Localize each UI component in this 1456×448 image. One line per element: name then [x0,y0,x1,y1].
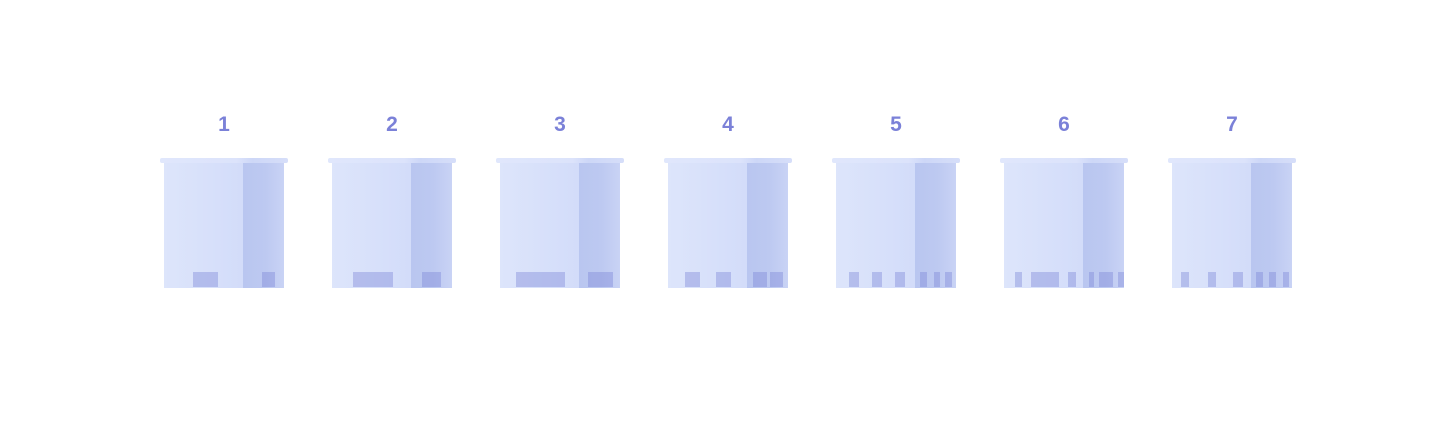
cup-stick-mark [588,272,613,287]
cup-rim [160,158,288,163]
cup-stick-mark [849,272,859,287]
cup-stick-mark [353,272,393,287]
cup-rim [1168,158,1296,163]
cup-group-2: 2 [328,112,456,288]
cup-group-1: 1 [160,112,288,288]
cup-stick-mark [422,272,441,287]
cup-stick-mark [920,272,927,287]
cup-stick-mark [1031,272,1059,287]
cup-rim [664,158,792,163]
cup-stick-mark [1099,272,1113,287]
cup-icon[interactable] [1172,163,1292,288]
cup-stick-mark [1269,272,1276,287]
cup-stick-mark [872,272,882,287]
cup-icon[interactable] [164,163,284,288]
cup-stick-mark [716,272,731,287]
cup-rim [832,158,960,163]
cup-number-label: 6 [1058,113,1070,136]
cup-stick-mark [685,272,700,287]
cup-shading-stripe [747,163,788,288]
cup-number-label: 2 [386,113,398,136]
cup-shading-stripe [411,163,452,288]
cup-icon[interactable] [836,163,956,288]
cup-icon[interactable] [332,163,452,288]
cup-stick-mark [945,272,952,287]
cup-stick-mark [516,272,565,287]
cup-group-7: 7 [1168,112,1296,288]
cup-number-label: 3 [554,113,566,136]
cup-stick-mark [1208,272,1216,287]
cup-stick-mark [1118,272,1124,287]
cup-stick-mark [770,272,783,287]
cup-number-label: 1 [218,113,230,136]
cup-shading-stripe [243,163,284,288]
cup-stick-mark [1256,272,1263,287]
cup-group-3: 3 [496,112,624,288]
cup-stick-mark [1015,272,1022,287]
cup-stick-mark [1233,272,1243,287]
cup-stick-mark [895,272,905,287]
cup-number-label: 4 [722,113,734,136]
cup-icon[interactable] [1004,163,1124,288]
cup-shading-stripe [1083,163,1124,288]
cup-stick-mark [1089,272,1094,287]
cup-group-5: 5 [832,112,960,288]
cup-rim [328,158,456,163]
cup-shading-stripe [579,163,620,288]
cup-stick-mark [1068,272,1076,287]
cup-group-4: 4 [664,112,792,288]
cup-icon[interactable] [500,163,620,288]
cup-stick-mark [1283,272,1289,287]
cup-stick-mark [753,272,767,287]
cup-stick-mark [934,272,940,287]
cup-number-label: 5 [890,113,902,136]
cup-icon[interactable] [668,163,788,288]
cups-row: 1 2 3 4 5 6 7 [0,112,1456,288]
cup-shading-stripe [915,163,956,288]
cup-group-6: 6 [1000,112,1128,288]
cup-shading-stripe [1251,163,1292,288]
cup-rim [496,158,624,163]
cup-stick-mark [1181,272,1189,287]
cup-stick-mark [262,272,275,287]
cup-rim [1000,158,1128,163]
cup-number-label: 7 [1226,113,1238,136]
cup-stick-mark [193,272,218,287]
